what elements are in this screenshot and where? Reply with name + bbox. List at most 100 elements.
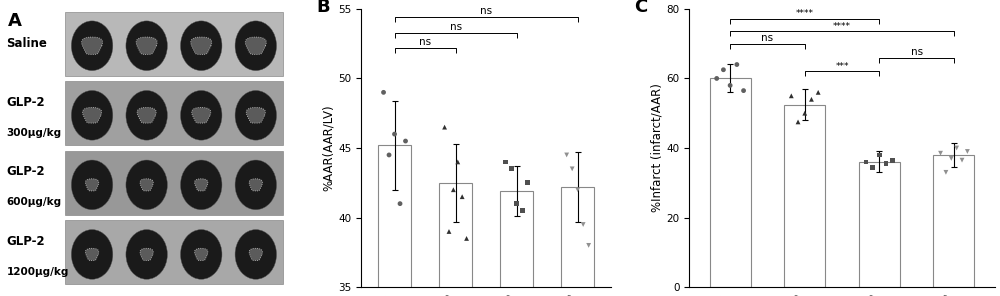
- Ellipse shape: [180, 21, 222, 70]
- Bar: [859, 162, 900, 287]
- Polygon shape: [195, 248, 208, 260]
- Text: 300μg/kg: 300μg/kg: [6, 128, 62, 138]
- Bar: [65, 12, 283, 76]
- Point: [575, 222, 591, 227]
- Text: 600μg/kg: 600μg/kg: [6, 197, 62, 207]
- Bar: [65, 81, 283, 145]
- Point: [949, 146, 965, 150]
- Point: [570, 187, 586, 192]
- Polygon shape: [136, 37, 157, 54]
- Ellipse shape: [235, 21, 277, 70]
- Text: ns: ns: [419, 37, 431, 47]
- Point: [376, 90, 392, 95]
- Point: [509, 201, 525, 206]
- Text: Saline: Saline: [6, 37, 47, 50]
- Ellipse shape: [126, 21, 167, 70]
- Point: [564, 166, 580, 171]
- Ellipse shape: [126, 160, 167, 210]
- Bar: [933, 155, 974, 287]
- Point: [871, 152, 887, 157]
- Polygon shape: [195, 179, 208, 191]
- Text: ns: ns: [911, 47, 923, 57]
- Point: [581, 243, 597, 248]
- Point: [803, 97, 819, 102]
- Bar: [439, 183, 472, 296]
- Point: [520, 181, 536, 185]
- Point: [381, 152, 397, 157]
- Polygon shape: [140, 179, 153, 191]
- Point: [514, 208, 530, 213]
- Polygon shape: [137, 107, 156, 123]
- Text: ****: ****: [833, 22, 851, 31]
- Text: 1200μg/kg: 1200μg/kg: [6, 267, 69, 277]
- Point: [790, 120, 806, 124]
- Text: ***: ***: [835, 62, 849, 71]
- Point: [715, 67, 731, 72]
- Polygon shape: [83, 107, 102, 123]
- Point: [797, 111, 813, 115]
- Ellipse shape: [235, 160, 277, 210]
- Ellipse shape: [180, 91, 222, 140]
- Text: ns: ns: [480, 7, 492, 16]
- Bar: [65, 220, 283, 284]
- Point: [392, 201, 408, 206]
- Text: B: B: [316, 0, 330, 16]
- Polygon shape: [140, 248, 153, 260]
- Text: GLP-2: GLP-2: [6, 96, 45, 109]
- Ellipse shape: [71, 230, 113, 279]
- Polygon shape: [85, 179, 99, 191]
- Polygon shape: [249, 179, 262, 191]
- Point: [878, 161, 894, 166]
- Bar: [378, 145, 411, 296]
- Ellipse shape: [71, 91, 113, 140]
- Point: [387, 132, 403, 136]
- Point: [437, 125, 453, 130]
- Text: C: C: [634, 0, 647, 16]
- Point: [459, 236, 475, 241]
- Ellipse shape: [180, 230, 222, 279]
- Bar: [784, 104, 825, 287]
- Text: ns: ns: [450, 22, 462, 32]
- Point: [783, 94, 799, 98]
- Bar: [561, 187, 594, 296]
- Point: [398, 139, 414, 144]
- Point: [722, 83, 738, 88]
- Ellipse shape: [235, 91, 277, 140]
- Point: [441, 229, 457, 234]
- Point: [736, 88, 752, 93]
- Point: [933, 151, 949, 156]
- Bar: [500, 191, 533, 296]
- Point: [885, 158, 901, 163]
- Y-axis label: %Infarct (infarct/AAR): %Infarct (infarct/AAR): [650, 83, 663, 213]
- Point: [498, 160, 514, 164]
- Point: [858, 160, 874, 164]
- Point: [445, 187, 461, 192]
- Point: [959, 149, 975, 154]
- Point: [810, 90, 826, 95]
- Ellipse shape: [180, 160, 222, 210]
- Point: [954, 158, 970, 163]
- Polygon shape: [246, 107, 265, 123]
- Y-axis label: %AAR(AAR/LV): %AAR(AAR/LV): [322, 105, 335, 191]
- Text: ns: ns: [761, 33, 774, 43]
- Point: [943, 156, 959, 161]
- Text: GLP-2: GLP-2: [6, 165, 45, 178]
- Polygon shape: [249, 248, 262, 260]
- Point: [938, 170, 954, 175]
- Point: [450, 160, 466, 164]
- Point: [709, 76, 725, 81]
- Polygon shape: [191, 37, 212, 54]
- Polygon shape: [85, 248, 99, 260]
- Bar: [710, 78, 751, 287]
- Polygon shape: [245, 37, 266, 54]
- Polygon shape: [82, 37, 103, 54]
- Ellipse shape: [71, 21, 113, 70]
- Point: [503, 166, 519, 171]
- Bar: [65, 151, 283, 215]
- Ellipse shape: [126, 91, 167, 140]
- Point: [454, 194, 470, 199]
- Point: [865, 165, 881, 170]
- Ellipse shape: [235, 230, 277, 279]
- Text: A: A: [8, 12, 22, 30]
- Point: [559, 152, 575, 157]
